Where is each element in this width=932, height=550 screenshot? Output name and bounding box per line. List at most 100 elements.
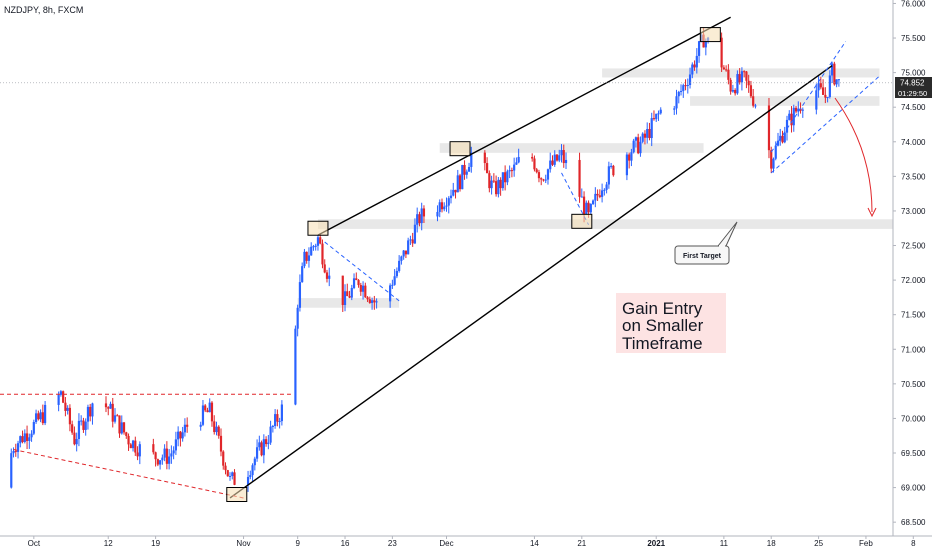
candle-down: [71, 424, 74, 433]
x-tick-label: 2021: [647, 539, 665, 548]
candle-up: [788, 113, 791, 120]
support-zone: [297, 298, 400, 308]
y-tick-label: 70.500: [901, 380, 926, 389]
candle-down: [722, 67, 725, 70]
candle-up: [314, 245, 317, 247]
candle-up: [391, 284, 394, 286]
candle-up: [30, 433, 33, 438]
candle-down: [152, 444, 155, 453]
candle-up: [691, 64, 694, 75]
candle-down: [454, 189, 457, 193]
candle-down: [125, 432, 128, 436]
candle-down: [111, 403, 114, 422]
candle-up: [776, 140, 780, 146]
candle-up: [467, 166, 471, 172]
candle-up: [131, 440, 135, 449]
candle-up: [610, 165, 613, 167]
candle-down: [341, 275, 344, 305]
candle-down: [535, 169, 538, 173]
candle-up: [801, 109, 804, 111]
candle-up: [508, 170, 511, 172]
candle-up: [39, 412, 42, 420]
support-zone: [317, 219, 893, 229]
candle-down: [684, 85, 687, 87]
candle-down: [485, 163, 489, 174]
candle-up: [44, 404, 47, 424]
target-arrow: [834, 97, 873, 213]
candle-down: [648, 128, 651, 139]
price-label: 74.852 01:29:50: [895, 77, 932, 98]
candle-up: [420, 208, 423, 224]
candle-up: [679, 90, 683, 92]
candle-down: [531, 156, 534, 159]
candle-down: [264, 439, 268, 445]
candle-down: [233, 472, 236, 485]
candle-up: [215, 426, 218, 433]
candle-up: [201, 405, 205, 425]
y-tick-label: 71.500: [901, 311, 926, 320]
candle-up: [274, 414, 277, 426]
candle-up: [837, 79, 840, 81]
candle-up: [456, 175, 459, 193]
candle-down: [510, 170, 513, 172]
candle-up: [258, 442, 261, 448]
candle-down: [504, 172, 507, 183]
x-tick-label: 21: [577, 539, 586, 548]
candle-down: [533, 158, 536, 170]
candle-up: [395, 270, 398, 277]
candle-down: [745, 71, 748, 81]
candle-down: [346, 291, 349, 297]
candle-down: [348, 296, 351, 298]
candle-up: [831, 63, 834, 76]
y-tick-label: 75.000: [901, 69, 926, 78]
candle-up: [443, 206, 446, 210]
y-tick-label: 75.500: [901, 34, 926, 43]
candle-up: [632, 140, 635, 153]
candle-up: [269, 426, 272, 443]
candle-down: [582, 196, 586, 215]
candle-up: [605, 184, 608, 190]
candle-up: [23, 433, 26, 442]
candle-up: [544, 179, 547, 181]
candle-up: [564, 159, 568, 164]
candle-down: [747, 80, 750, 86]
candle-down: [325, 272, 329, 279]
candle-up: [416, 214, 419, 225]
candle-down: [73, 432, 76, 445]
candle-up: [177, 431, 180, 440]
candle-down: [596, 193, 599, 196]
candle-down: [156, 459, 159, 465]
candle-down: [323, 264, 326, 273]
candle-up: [400, 256, 403, 261]
candle-down: [743, 71, 746, 73]
candle-up: [677, 91, 680, 97]
gain-entry-note: Gain Entry on Smaller Timeframe: [616, 293, 726, 353]
candle-down: [652, 118, 656, 120]
candle-down: [418, 214, 421, 224]
candle-up: [783, 132, 786, 143]
candle-up: [438, 202, 441, 212]
candle-up: [817, 83, 820, 91]
time-axis[interactable]: Oct 12 19 Nov 9 16 23 Dec 14 21 2021 11 18 25 Feb 8: [0, 535, 932, 548]
candle-up: [402, 250, 405, 257]
candle-up: [10, 453, 13, 488]
candle-up: [754, 105, 757, 107]
candle-down: [555, 154, 559, 161]
candle-up: [740, 71, 744, 83]
candle-up: [278, 421, 281, 423]
candle-down: [127, 435, 130, 445]
x-tick-label: 25: [814, 539, 823, 548]
x-tick-label: Dec: [439, 539, 453, 548]
candle-up: [501, 172, 504, 189]
candles: [10, 28, 840, 492]
candle-down: [319, 237, 322, 244]
candle-down: [752, 96, 755, 106]
y-tick-label: 68.500: [901, 518, 926, 527]
y-tick-label: 69.500: [901, 449, 926, 458]
candle-up: [659, 109, 662, 114]
y-tick-label: 73.500: [901, 172, 926, 181]
candle-up: [32, 422, 35, 434]
candle-down: [222, 451, 225, 466]
